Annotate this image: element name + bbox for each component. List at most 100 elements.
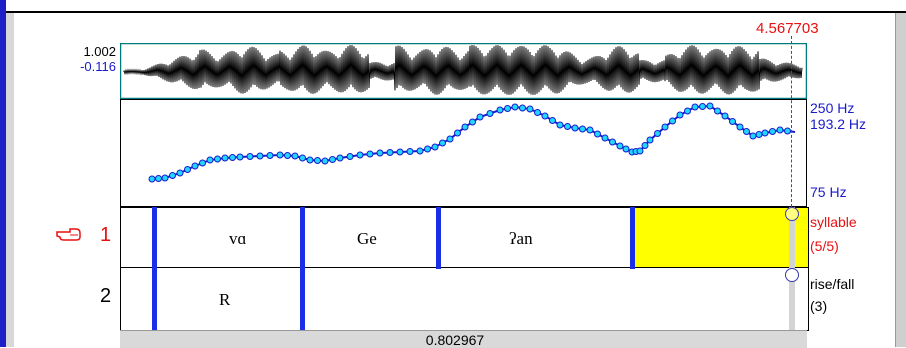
pitch-point: [784, 127, 791, 135]
pitch-panel[interactable]: [120, 99, 807, 207]
selection-duration-label: 0.802967: [425, 332, 485, 348]
tier-1-row[interactable]: vɑ Ge ʔan: [120, 207, 809, 269]
pitch-point: [476, 113, 484, 121]
selection-duration-bar[interactable]: 0.802967: [120, 330, 807, 348]
pitch-point: [266, 152, 274, 159]
pitch-point: [534, 109, 541, 116]
pitch-point: [636, 147, 644, 155]
tier-2-point-handle[interactable]: [785, 268, 799, 282]
pitch-point: [736, 123, 744, 131]
pitch-point: [169, 172, 176, 179]
pitch-point: [306, 156, 314, 164]
pitch-point: [586, 126, 594, 134]
cursor-line[interactable]: [791, 36, 792, 207]
pitch-point: [376, 149, 384, 157]
pitch-max-label: 250 Hz: [810, 100, 855, 116]
pitch-point: [676, 111, 684, 119]
pitch-point: [329, 156, 336, 163]
pitch-point: [191, 162, 199, 170]
pitch-point: [504, 105, 511, 112]
pitch-point: [469, 118, 476, 126]
pitch-point: [743, 128, 750, 135]
interval-label[interactable]: ʔan: [509, 229, 533, 248]
waveform-max-label: 1.002: [83, 44, 116, 59]
tier-1-point-handle[interactable]: [785, 207, 799, 221]
pitch-point: [721, 112, 729, 120]
pitch-point: [571, 124, 579, 132]
interval-boundary[interactable]: [436, 207, 441, 269]
pitch-point: [486, 110, 494, 117]
pitch-point: [184, 166, 191, 173]
pitch-point: [366, 150, 374, 158]
pitch-point: [336, 154, 344, 162]
pitch-point: [556, 121, 564, 129]
interval-boundary[interactable]: [152, 207, 157, 330]
pitch-point: [176, 169, 184, 177]
pitch-current-label: 193.2 Hz: [810, 116, 867, 132]
pitch-min-label: 75 Hz: [810, 184, 847, 200]
waveform-min-label: -0.116: [80, 59, 116, 74]
selected-interval[interactable]: [633, 208, 808, 268]
tier-1-number[interactable]: 1: [100, 224, 112, 246]
pitch-point: [155, 175, 162, 182]
pitch-point: [454, 129, 461, 137]
pitch-point: [564, 123, 571, 130]
pitch-point: [616, 142, 624, 150]
pitch-point: [161, 174, 169, 182]
top-frame-strip: [0, 0, 906, 13]
pitch-point: [199, 159, 206, 167]
pitch-point: [356, 151, 364, 159]
pitch-point: [579, 125, 586, 133]
pitch-point: [416, 147, 424, 155]
pitch-point: [641, 142, 649, 149]
tier-2-row[interactable]: R: [120, 267, 809, 331]
pitch-point: [661, 123, 669, 131]
pitch-point: [729, 118, 736, 125]
waveform-trace: [123, 44, 803, 95]
tier-1-count: (5/5): [810, 238, 839, 254]
vertical-scrollbar[interactable]: [895, 13, 906, 347]
pitch-point: [206, 156, 214, 164]
pitch-point: [314, 157, 321, 164]
pitch-point: [276, 151, 284, 159]
interval-boundary[interactable]: [300, 207, 305, 330]
pitch-point: [526, 105, 534, 113]
waveform-panel[interactable]: [120, 43, 807, 99]
pitch-point: [396, 148, 404, 156]
interval-label[interactable]: vɑ: [229, 229, 247, 248]
pitch-point: [511, 103, 519, 111]
pitch-point: [284, 152, 291, 159]
pitch-point: [714, 107, 721, 115]
tier-2-count: (3): [810, 298, 828, 314]
pitch-point: [214, 155, 221, 163]
interval-boundary[interactable]: [630, 207, 635, 269]
interval-label[interactable]: Ge: [357, 229, 377, 248]
pitch-point: [691, 103, 699, 111]
pitch-point: [299, 154, 306, 162]
pitch-point: [594, 130, 601, 138]
pitch-point: [776, 126, 784, 134]
pitch-point: [654, 130, 661, 137]
cursor-time-label: 4.567703: [756, 20, 819, 37]
pitch-point: [256, 152, 264, 160]
pitch-point: [291, 152, 299, 160]
pitch-point: [446, 135, 454, 143]
tier-2-name: rise/fall: [810, 276, 855, 292]
tier-2-number[interactable]: 2: [100, 285, 112, 307]
pitch-point: [755, 131, 763, 138]
pitch-point: [684, 107, 691, 115]
pitch-point: [439, 139, 446, 147]
pitch-point: [246, 153, 254, 160]
pitch-point: [424, 145, 431, 153]
pitch-point: [669, 117, 676, 125]
pitch-point: [229, 154, 236, 161]
pitch-point: [706, 102, 714, 110]
pitch-point: [601, 134, 609, 142]
pitch-point: [346, 153, 354, 160]
pitch-point: [321, 157, 329, 165]
interval-label[interactable]: R: [219, 290, 231, 309]
pitch-point: [699, 103, 706, 110]
tier-1-name: syllable: [810, 214, 857, 230]
pitch-point: [609, 138, 616, 146]
pitch-point: [749, 132, 757, 140]
